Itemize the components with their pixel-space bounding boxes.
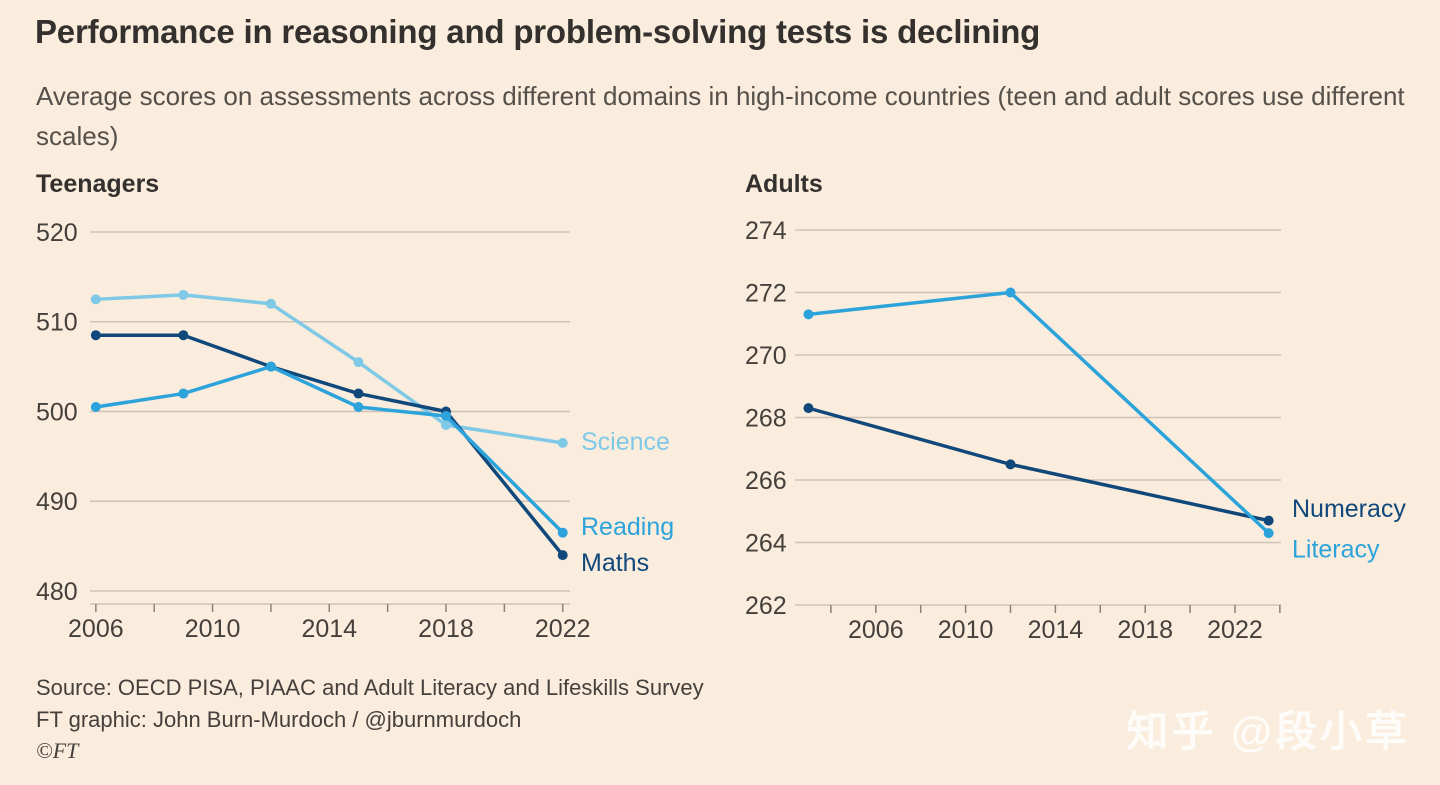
- data-point-reading: [265, 361, 276, 372]
- footer: Source: OECD PISA, PIAAC and Adult Liter…: [36, 672, 704, 767]
- y-axis-label: 262: [745, 592, 787, 620]
- data-point-maths: [178, 330, 189, 341]
- y-axis-label: 264: [745, 529, 787, 557]
- series-line-literacy: [806, 290, 1271, 535]
- y-axis-label: 274: [745, 217, 787, 245]
- page-subtitle: Average scores on assessments across dif…: [36, 81, 1405, 151]
- data-point-science: [265, 298, 276, 309]
- data-point-literacy: [1005, 287, 1016, 298]
- data-point-numeracy: [1005, 459, 1016, 470]
- data-point-science: [440, 419, 451, 430]
- source-line: Source: OECD PISA, PIAAC and Adult Liter…: [36, 675, 704, 700]
- y-axis-label: 510: [36, 309, 78, 337]
- data-point-numeracy: [1263, 515, 1274, 526]
- x-axis-label: 2022: [1207, 616, 1263, 644]
- ft-copyright: ©FT: [36, 738, 79, 763]
- series-line-science: [94, 293, 565, 445]
- data-point-reading: [440, 410, 451, 421]
- data-point-science: [353, 357, 364, 368]
- teenagers-chart-heading: Teenagers: [36, 170, 160, 198]
- series-line-reading: [94, 364, 565, 535]
- y-axis-label: 490: [36, 488, 78, 516]
- series-label-science: Science: [581, 428, 670, 456]
- series-label-maths: Maths: [581, 549, 649, 577]
- x-axis-label: 2018: [418, 615, 474, 643]
- series-label-reading: Reading: [581, 513, 674, 541]
- page-title: Performance in reasoning and problem-sol…: [35, 13, 1041, 50]
- credit-line: FT graphic: John Burn-Murdoch / @jburnmu…: [36, 706, 522, 732]
- data-point-reading: [178, 388, 189, 399]
- y-axis-label: 270: [745, 342, 787, 370]
- y-axis-label: 266: [745, 467, 787, 495]
- x-axis-label: 2010: [185, 615, 241, 643]
- data-point-science: [178, 289, 189, 300]
- series-line-numeracy: [806, 406, 1271, 523]
- y-axis-label: 500: [36, 398, 78, 426]
- data-point-literacy: [1263, 528, 1274, 539]
- x-axis-label: 2022: [535, 615, 591, 643]
- y-axis-label: 272: [745, 279, 787, 307]
- data-point-science: [557, 437, 568, 448]
- adults-chart-heading: Adults: [745, 170, 823, 198]
- x-axis-label: 2006: [68, 615, 124, 643]
- x-axis-label: 2018: [1117, 616, 1173, 644]
- data-point-science: [90, 294, 101, 305]
- x-axis-label: 2014: [301, 615, 357, 643]
- series-label-literacy: Literacy: [1292, 536, 1380, 564]
- x-axis-label: 2006: [848, 616, 904, 644]
- adults-chart-svg: 274 272 270 268 266 264 262 2006 2010 2014 2018 202…: [745, 217, 1406, 644]
- teenagers-chart-svg: 520 510 500 490 480 2006 2010 2014 2018 2022 Scien…: [36, 219, 674, 643]
- y-axis-label: 268: [745, 404, 787, 432]
- data-point-reading: [353, 402, 364, 413]
- data-point-maths: [90, 330, 101, 341]
- x-axis-label: 2010: [938, 616, 994, 644]
- y-axis-label: 520: [36, 219, 78, 247]
- data-point-numeracy: [803, 403, 814, 414]
- data-point-literacy: [803, 309, 814, 320]
- watermark: 知乎 @段小草: [1126, 708, 1410, 755]
- data-point-maths: [557, 550, 568, 561]
- series-label-numeracy: Numeracy: [1292, 495, 1406, 523]
- y-axis-label: 480: [36, 578, 78, 606]
- series-line-maths: [94, 333, 565, 557]
- x-axis-label: 2014: [1028, 616, 1084, 644]
- data-point-reading: [90, 402, 101, 413]
- data-point-maths: [353, 388, 364, 399]
- data-point-reading: [557, 527, 568, 538]
